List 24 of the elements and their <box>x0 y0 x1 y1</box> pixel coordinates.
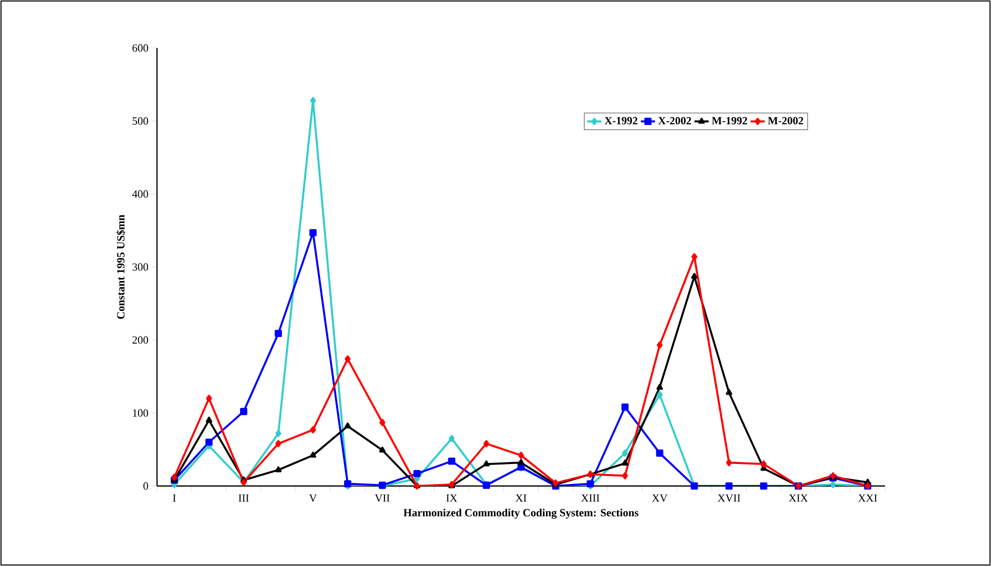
x-tick-label: VII <box>374 494 390 502</box>
x-tick-label: XXI <box>858 494 878 502</box>
y-tick-label: 500 <box>132 117 148 125</box>
y-tick-label: 100 <box>133 409 148 417</box>
x-tick-label: XV <box>652 494 668 502</box>
legend-label: X-1992 <box>604 117 638 124</box>
y-tick-label: 200 <box>132 336 148 344</box>
x-tick-label: XVII <box>718 494 740 502</box>
x-tick-label: XI <box>515 494 526 502</box>
x-tick-label: IX <box>446 494 458 502</box>
x-tick-label: III <box>238 494 249 502</box>
x-tick-label: XIII <box>581 494 600 502</box>
y-tick-label: 600 <box>132 44 148 52</box>
x-axis-title: Harmonized Commodity Coding System: Sections <box>404 508 638 519</box>
x-tick-label: I <box>172 494 176 502</box>
legend-label: M-2002 <box>768 117 804 124</box>
legend-label: X-2002 <box>658 117 692 124</box>
y-tick-label: 300 <box>132 263 148 271</box>
y-axis-title: Constant 1995 US$mn <box>116 214 126 319</box>
y-tick-label: 400 <box>132 190 148 198</box>
legend-label: M-1992 <box>712 117 748 124</box>
x-tick-label: V <box>309 494 317 502</box>
y-tick-label: 0 <box>143 482 148 490</box>
x-tick-label: XIX <box>788 494 808 502</box>
